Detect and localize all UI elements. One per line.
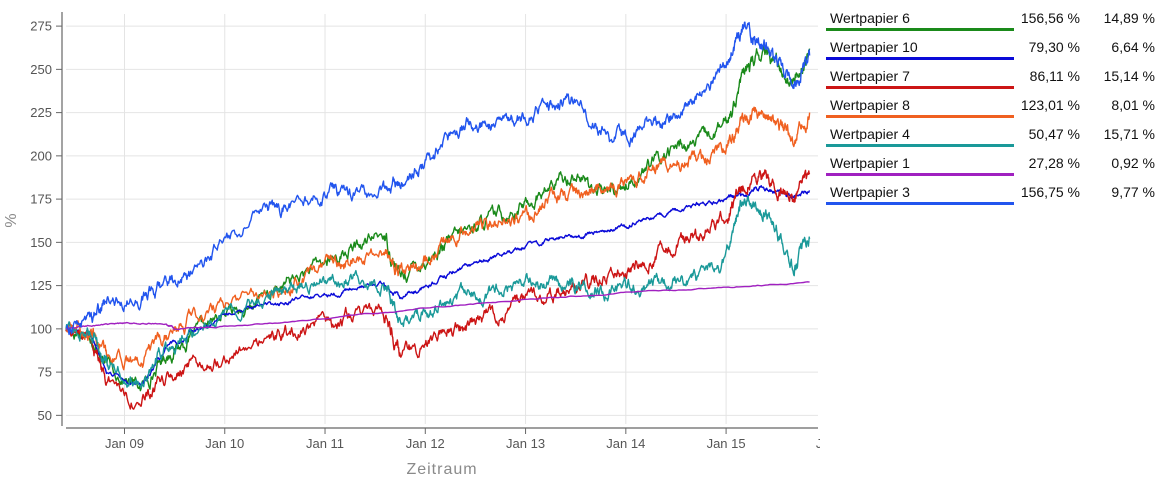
x-tick-label: Jan 12 bbox=[406, 436, 445, 451]
x-tick-label: Jan 14 bbox=[606, 436, 645, 451]
y-tick-label: 200 bbox=[30, 148, 52, 163]
legend-color-swatch bbox=[826, 57, 1014, 60]
y-tick-label: 225 bbox=[30, 105, 52, 120]
y-axis-title: % bbox=[3, 212, 20, 227]
grid-lines bbox=[66, 14, 818, 424]
legend-value-total: 156,56 % bbox=[1020, 10, 1080, 26]
legend-item[interactable]: Wertpapier 6 156,56 % 14,89 % bbox=[826, 6, 1156, 35]
legend-item[interactable]: Wertpapier 10 79,30 % 6,64 % bbox=[826, 35, 1156, 64]
legend-series-name: Wertpapier 7 bbox=[830, 68, 910, 84]
legend-item[interactable]: Wertpapier 1 27,28 % 0,92 % bbox=[826, 151, 1156, 180]
legend-color-swatch bbox=[826, 28, 1014, 31]
legend-item[interactable]: Wertpapier 7 86,11 % 15,14 % bbox=[826, 64, 1156, 93]
legend: Wertpapier 6 156,56 % 14,89 % Wertpapier 10… bbox=[826, 6, 1156, 209]
legend-series-name: Wertpapier 3 bbox=[830, 184, 910, 200]
x-tick-label: Jan 11 bbox=[306, 436, 344, 451]
axes bbox=[56, 12, 818, 434]
legend-color-swatch bbox=[826, 86, 1014, 89]
y-tick-label: 275 bbox=[30, 19, 52, 34]
series-line-5 bbox=[65, 195, 811, 389]
legend-series-name: Wertpapier 10 bbox=[830, 39, 918, 55]
legend-value-total: 86,11 % bbox=[1029, 68, 1080, 84]
series-line-3 bbox=[65, 169, 811, 410]
legend-item[interactable]: Wertpapier 4 50,47 % 15,71 % bbox=[826, 122, 1156, 151]
x-tick-label: Jan 10 bbox=[205, 436, 244, 451]
legend-item[interactable]: Wertpapier 8 123,01 % 8,01 % bbox=[826, 93, 1156, 122]
legend-value-total: 156,75 % bbox=[1020, 184, 1080, 200]
legend-value-total: 123,01 % bbox=[1020, 97, 1080, 113]
legend-value-total: 79,30 % bbox=[1028, 39, 1080, 55]
series-line-6 bbox=[65, 281, 810, 331]
legend-value-annual: 6,64 % bbox=[1111, 39, 1155, 55]
x-tick-label: Jan 13 bbox=[506, 436, 545, 451]
x-tick-label: Jan 15 bbox=[707, 436, 746, 451]
y-tick-label: 175 bbox=[30, 192, 52, 207]
legend-series-name: Wertpapier 4 bbox=[830, 126, 910, 142]
legend-item[interactable]: Wertpapier 3 156,75 % 9,77 % bbox=[826, 180, 1156, 209]
series-line-4 bbox=[65, 106, 811, 371]
line-chart: 50 75 100 125 150 175 200 225 250 275 Jan 09 Jan 10… bbox=[3, 12, 820, 478]
y-tick-label: 125 bbox=[30, 278, 52, 293]
x-tick-label: Jan bbox=[816, 436, 820, 451]
series-line-7 bbox=[65, 21, 811, 336]
legend-color-swatch bbox=[826, 144, 1014, 147]
y-tick-label: 50 bbox=[38, 408, 52, 423]
legend-color-swatch bbox=[826, 173, 1014, 176]
legend-value-annual: 15,71 % bbox=[1103, 126, 1155, 142]
legend-value-annual: 8,01 % bbox=[1111, 97, 1155, 113]
legend-series-name: Wertpapier 6 bbox=[830, 10, 910, 26]
legend-value-annual: 9,77 % bbox=[1111, 184, 1155, 200]
legend-value-total: 27,28 % bbox=[1028, 155, 1080, 171]
y-tick-label: 250 bbox=[30, 62, 52, 77]
x-tick-label: Jan 09 bbox=[105, 436, 144, 451]
x-axis-title: Zeitraum bbox=[406, 461, 477, 478]
legend-series-name: Wertpapier 1 bbox=[830, 155, 910, 171]
legend-color-swatch bbox=[826, 202, 1014, 205]
legend-value-annual: 15,14 % bbox=[1103, 68, 1155, 84]
tick-labels: 50 75 100 125 150 175 200 225 250 275 Jan 09 Jan 10… bbox=[30, 19, 820, 451]
series-lines bbox=[65, 21, 811, 410]
legend-series-name: Wertpapier 8 bbox=[830, 97, 910, 113]
legend-value-annual: 0,92 % bbox=[1111, 155, 1155, 171]
y-tick-label: 100 bbox=[30, 321, 52, 336]
legend-value-total: 50,47 % bbox=[1028, 126, 1080, 142]
y-tick-label: 75 bbox=[38, 365, 52, 380]
legend-color-swatch bbox=[826, 115, 1014, 118]
legend-value-annual: 14,89 % bbox=[1103, 10, 1155, 26]
y-tick-label: 150 bbox=[30, 235, 52, 250]
